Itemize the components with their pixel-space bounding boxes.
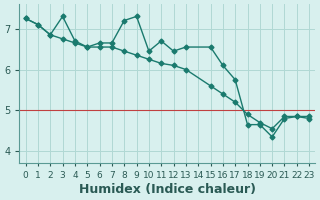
X-axis label: Humidex (Indice chaleur): Humidex (Indice chaleur) (79, 183, 256, 196)
